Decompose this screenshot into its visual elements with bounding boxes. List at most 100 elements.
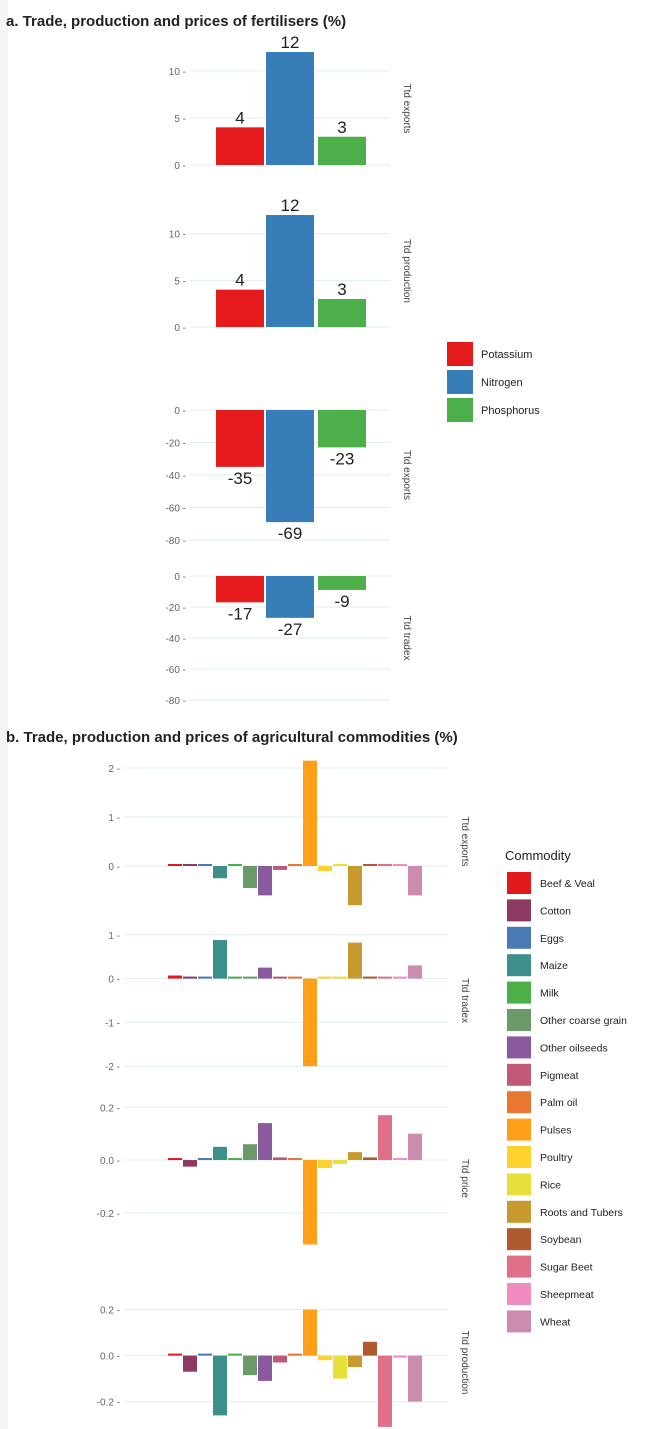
- bar-sheepmeat: [393, 1158, 407, 1161]
- bar-other-coarse-grain: [243, 866, 257, 889]
- bar-pulses: [303, 1160, 317, 1245]
- bar-milk: [228, 976, 242, 979]
- legend-label: Nitrogen: [481, 377, 523, 389]
- bar-eggs: [198, 864, 212, 866]
- bar-milk: [228, 864, 242, 866]
- bar-soybean: [363, 864, 377, 866]
- legend-label: Eggs: [540, 933, 564, 945]
- legend-label: Wheat: [540, 1316, 570, 1328]
- legend-swatch: [507, 954, 531, 977]
- bar-cotton: [183, 1355, 197, 1372]
- legend-swatch: [507, 981, 531, 1004]
- legend-label: Roots and Tubers: [540, 1207, 623, 1219]
- bar-maize: [213, 1355, 227, 1416]
- bar-roots-and-tubers: [348, 1355, 362, 1368]
- y-tick-label: -1 -: [105, 1018, 120, 1029]
- facet-strip-label: Ttd production: [459, 1331, 470, 1395]
- legend-label: Pulses: [540, 1125, 572, 1137]
- bar-other-coarse-grain: [243, 1355, 257, 1376]
- bar-soybean: [363, 976, 377, 979]
- y-tick-label: -2 -: [105, 1062, 120, 1073]
- bar-poultry: [318, 1160, 332, 1168]
- bar-roots-and-tubers: [348, 866, 362, 906]
- y-tick-label: 0 -: [108, 862, 120, 873]
- legend-swatch: [507, 872, 531, 894]
- bar-rice: [333, 1355, 347, 1379]
- y-tick-label: 0.2 -: [100, 1103, 120, 1114]
- section-a-title: a. Trade, production and prices of ferti…: [6, 13, 346, 30]
- y-tick-label: 2 -: [108, 764, 120, 775]
- bar-milk: [228, 1158, 242, 1161]
- facet-strip-label: Ttd exports: [459, 816, 470, 866]
- bar-eggs: [198, 1158, 212, 1161]
- y-tick-label: 1 -: [108, 813, 120, 824]
- bar-maize: [213, 940, 227, 979]
- bar-nitrogen: [266, 215, 314, 327]
- legend-swatch: [507, 1091, 531, 1114]
- legend-label: Sugar Beet: [540, 1262, 593, 1274]
- bar-nitrogen: [266, 52, 314, 165]
- bar-nitrogen: [266, 576, 314, 618]
- y-tick-label: -20 -: [165, 439, 186, 450]
- y-tick-label: 1 -: [108, 931, 120, 942]
- bar-other-oilseeds: [258, 1355, 272, 1381]
- legend-label: Pigmeat: [540, 1070, 579, 1082]
- bar-other-oilseeds: [258, 1123, 272, 1161]
- legend-swatch: [507, 1310, 531, 1333]
- y-tick-label: 0 -: [108, 975, 120, 986]
- y-tick-label: -40 -: [165, 471, 186, 482]
- bar-phosphorus: [318, 410, 366, 448]
- legend-label: Soybean: [540, 1234, 582, 1246]
- y-tick-label: -80 -: [165, 696, 186, 707]
- data-label: 12: [281, 196, 300, 215]
- bar-eggs: [198, 1353, 212, 1356]
- legend-swatch: [507, 1146, 531, 1168]
- legend-swatch: [507, 1009, 531, 1031]
- bar-beef-veal: [168, 975, 182, 979]
- bar-other-coarse-grain: [243, 1144, 257, 1161]
- data-label: -9: [334, 592, 349, 611]
- y-tick-label: -20 -: [165, 603, 186, 614]
- bar-sugar-beet: [378, 1115, 392, 1161]
- legend-swatch: [447, 398, 473, 422]
- legend-swatch: [507, 1283, 531, 1305]
- fertiliser-chart: 0 - 5 - 10 - 4 12 3 Ttd exports 0 - 5 - 10 - 4 12 3 T…: [165, 33, 540, 707]
- bar-potassium: [216, 127, 264, 165]
- bar-rice: [333, 1160, 347, 1164]
- page-edge: [0, 0, 8, 1429]
- bar-palm-oil: [288, 1353, 302, 1356]
- bar-soybean: [363, 1341, 377, 1356]
- legend-label: Beef & Veal: [540, 878, 595, 890]
- y-tick-label: 5 -: [174, 276, 186, 287]
- legend-swatch: [507, 926, 531, 949]
- facet-strip-label: Ttd exports: [401, 83, 412, 133]
- bar-wheat: [408, 1355, 422, 1402]
- legend-label: Poultry: [540, 1152, 573, 1164]
- legend-label: Milk: [540, 988, 559, 1000]
- legend-label: Maize: [540, 960, 568, 972]
- legend-swatch: [507, 1228, 531, 1251]
- data-label: 3: [337, 280, 346, 299]
- bar-beef-veal: [168, 864, 182, 866]
- bar-pulses: [303, 760, 317, 866]
- y-tick-label: 0 -: [174, 406, 186, 417]
- facet-a-1: 0 - 5 - 10 - 4 12 3 Ttd exports: [169, 33, 412, 172]
- bar-potassium: [216, 410, 264, 467]
- y-tick-label: 10 -: [169, 67, 186, 78]
- y-tick-label: 10 -: [169, 230, 186, 241]
- facet-b-3: 0.2 - 0.0 - -0.2 - Ttd price: [97, 1103, 470, 1245]
- legend-swatch: [507, 1200, 531, 1223]
- legend-label: Rice: [540, 1179, 561, 1191]
- legend-b: Commodity Beef & Veal Cotton Eggs Maize Milk O…: [505, 848, 627, 1333]
- data-label: -35: [228, 469, 253, 488]
- y-tick-label: 0.2 -: [100, 1306, 120, 1317]
- bar-pigmeat: [273, 1355, 287, 1363]
- bar-cotton: [183, 976, 197, 979]
- bar-sugar-beet: [378, 864, 392, 866]
- bar-sheepmeat: [393, 976, 407, 979]
- bar-wheat: [408, 965, 422, 979]
- bar-rice: [333, 864, 347, 866]
- legend-swatch: [447, 342, 473, 366]
- bar-rice: [333, 976, 347, 979]
